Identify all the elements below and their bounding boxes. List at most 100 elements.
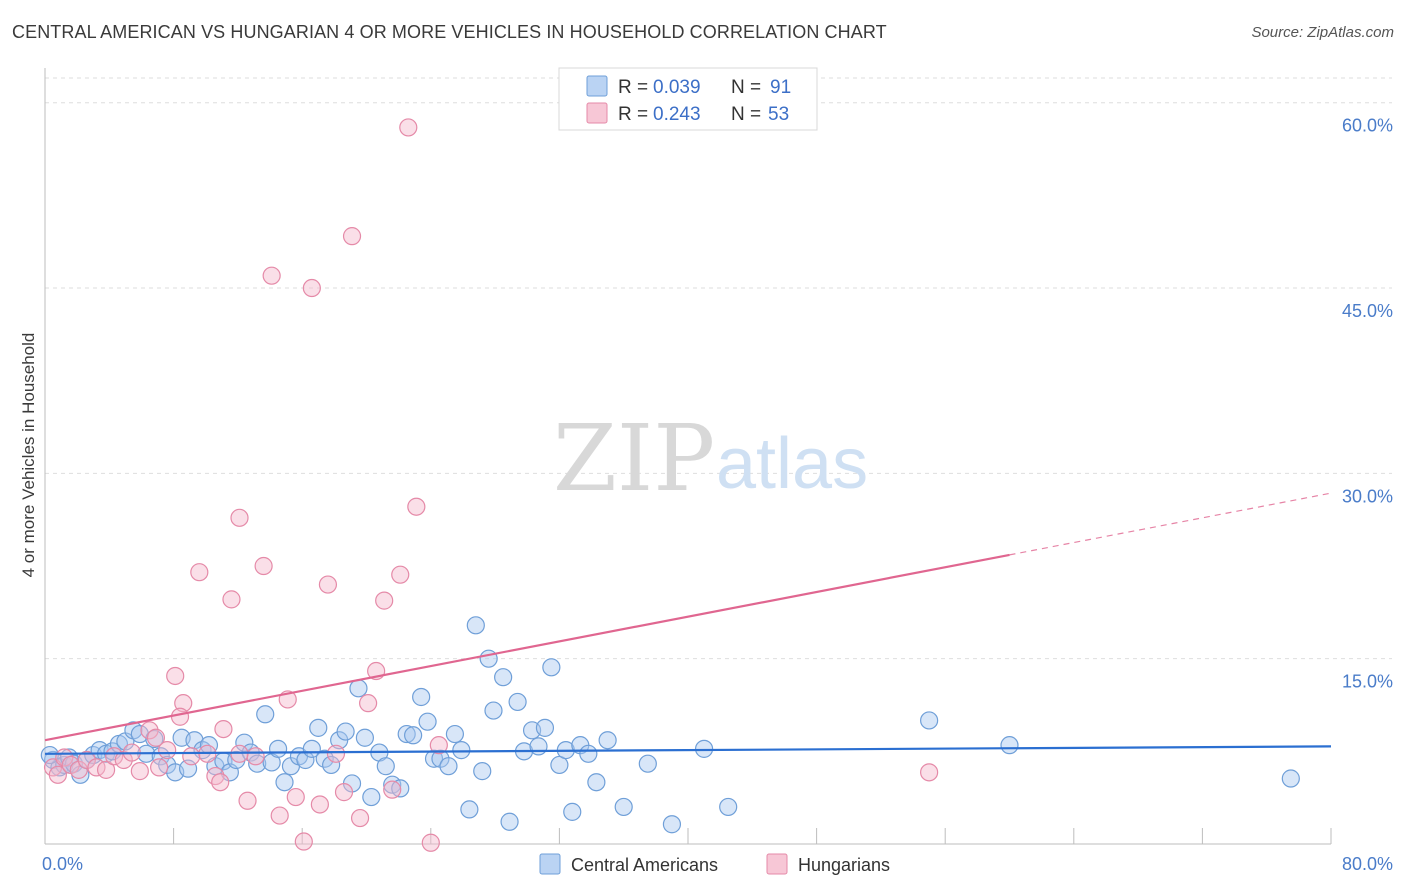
- y-tick-label: 45.0%: [1342, 301, 1393, 321]
- central-american-point: [473, 762, 492, 781]
- central-american-point: [508, 692, 527, 712]
- central-american-point: [275, 773, 294, 792]
- hungarian-point: [920, 763, 939, 782]
- hungarian-point: [334, 783, 354, 802]
- legend-r-value: 0.039: [653, 77, 701, 98]
- hungarian-point: [170, 707, 190, 726]
- central-american-point: [418, 712, 437, 731]
- source-credit: Source: ZipAtlas.com: [1251, 24, 1394, 41]
- hungarian-point: [254, 556, 273, 576]
- hungarian-point: [383, 780, 402, 799]
- hungarian-point: [302, 278, 321, 298]
- trend-lines: [44, 492, 1332, 755]
- hungarian-point: [190, 563, 209, 582]
- central-american-point: [424, 749, 444, 768]
- series-swatch-central-americans: [539, 853, 561, 875]
- central-american-point: [494, 668, 513, 687]
- hungarian-point: [166, 666, 185, 686]
- hungarian-point: [326, 744, 346, 763]
- data-points: [40, 118, 1300, 852]
- legend-swatch-central-americans: [586, 75, 608, 97]
- central-american-point: [50, 758, 69, 777]
- hungarian-point: [206, 766, 225, 786]
- hungarian-point: [246, 747, 265, 766]
- hungarian-point: [375, 591, 394, 610]
- hungarian-point: [359, 694, 378, 713]
- hungarian-point: [391, 565, 410, 584]
- hungarian-point: [399, 118, 418, 137]
- central-american-point: [412, 687, 431, 707]
- hungarian-point: [318, 575, 338, 594]
- legend-n-label: N =: [731, 77, 761, 98]
- central-american-point: [484, 701, 503, 720]
- central-american-point: [460, 800, 479, 819]
- y-tick-label: 30.0%: [1342, 486, 1393, 506]
- central-american-point: [500, 812, 519, 831]
- hungarian-point: [421, 833, 440, 852]
- hungarian-point: [230, 508, 249, 527]
- central-american-point: [336, 722, 355, 741]
- chart-title: CENTRAL AMERICAN VS HUNGARIAN 4 OR MORE …: [12, 22, 887, 42]
- hungarian-point: [262, 266, 281, 285]
- gridlines: [45, 77, 1392, 660]
- central-american-point: [452, 741, 471, 760]
- central-american-point: [1281, 769, 1300, 788]
- watermark: ZIP atlas: [553, 405, 868, 512]
- central-american-point: [397, 724, 416, 744]
- central-american-point: [309, 718, 328, 737]
- hungarian-point: [146, 728, 166, 747]
- central-american-point: [376, 757, 395, 776]
- central-american-point: [579, 744, 598, 763]
- hungarian-point: [350, 808, 370, 828]
- axes: [44, 68, 1332, 845]
- central-american-point: [349, 679, 368, 698]
- central-american-point: [256, 705, 275, 724]
- y-tick-label: 60.0%: [1342, 116, 1393, 136]
- hungarian-point: [270, 806, 289, 825]
- central-american-point: [445, 724, 465, 744]
- trend-line: [44, 553, 1010, 742]
- central-american-point: [662, 815, 682, 834]
- hungarian-point: [214, 719, 233, 739]
- hungarian-point: [48, 765, 67, 784]
- hungarian-point: [77, 750, 96, 770]
- legend-box: R = 0.039 N = 91 R = 0.243 N = 53: [558, 67, 818, 131]
- series-label-hungarians: Hungarians: [798, 855, 890, 875]
- hungarian-point: [342, 227, 362, 246]
- central-american-point: [362, 787, 381, 807]
- hungarian-point: [150, 758, 169, 777]
- legend-n-value: 91: [770, 77, 791, 98]
- hungarian-point: [140, 721, 159, 740]
- central-american-point: [235, 733, 254, 752]
- central-american-point: [439, 757, 458, 776]
- central-american-point: [587, 773, 606, 792]
- series-label-central-americans: Central Americans: [571, 855, 718, 875]
- hungarian-point: [294, 832, 313, 851]
- watermark-zip: ZIP: [553, 405, 715, 512]
- x-tick-label: 80.0%: [1342, 854, 1393, 874]
- hungarian-point: [310, 795, 329, 814]
- hungarian-point: [158, 741, 177, 760]
- central-american-point: [322, 755, 341, 775]
- central-american-point: [355, 728, 374, 747]
- central-american-point: [719, 797, 738, 817]
- central-american-point: [1000, 736, 1019, 755]
- central-american-point: [535, 718, 555, 737]
- hungarian-point: [286, 787, 305, 807]
- central-american-point: [920, 711, 939, 730]
- x-tick-label: 0.0%: [42, 854, 83, 874]
- central-american-point: [563, 802, 582, 821]
- central-american-point: [268, 739, 288, 758]
- hungarian-point: [105, 747, 124, 766]
- central-american-point: [638, 754, 657, 773]
- hungarian-point: [130, 762, 149, 781]
- hungarian-point: [429, 736, 448, 755]
- series-swatch-hungarians: [766, 853, 788, 875]
- series-legend: Central Americans Hungarians: [539, 853, 890, 875]
- hungarian-point: [238, 791, 257, 810]
- central-american-point: [694, 739, 714, 758]
- central-american-point: [614, 797, 633, 817]
- central-american-point: [598, 731, 617, 750]
- legend-r-label: R =: [618, 104, 648, 125]
